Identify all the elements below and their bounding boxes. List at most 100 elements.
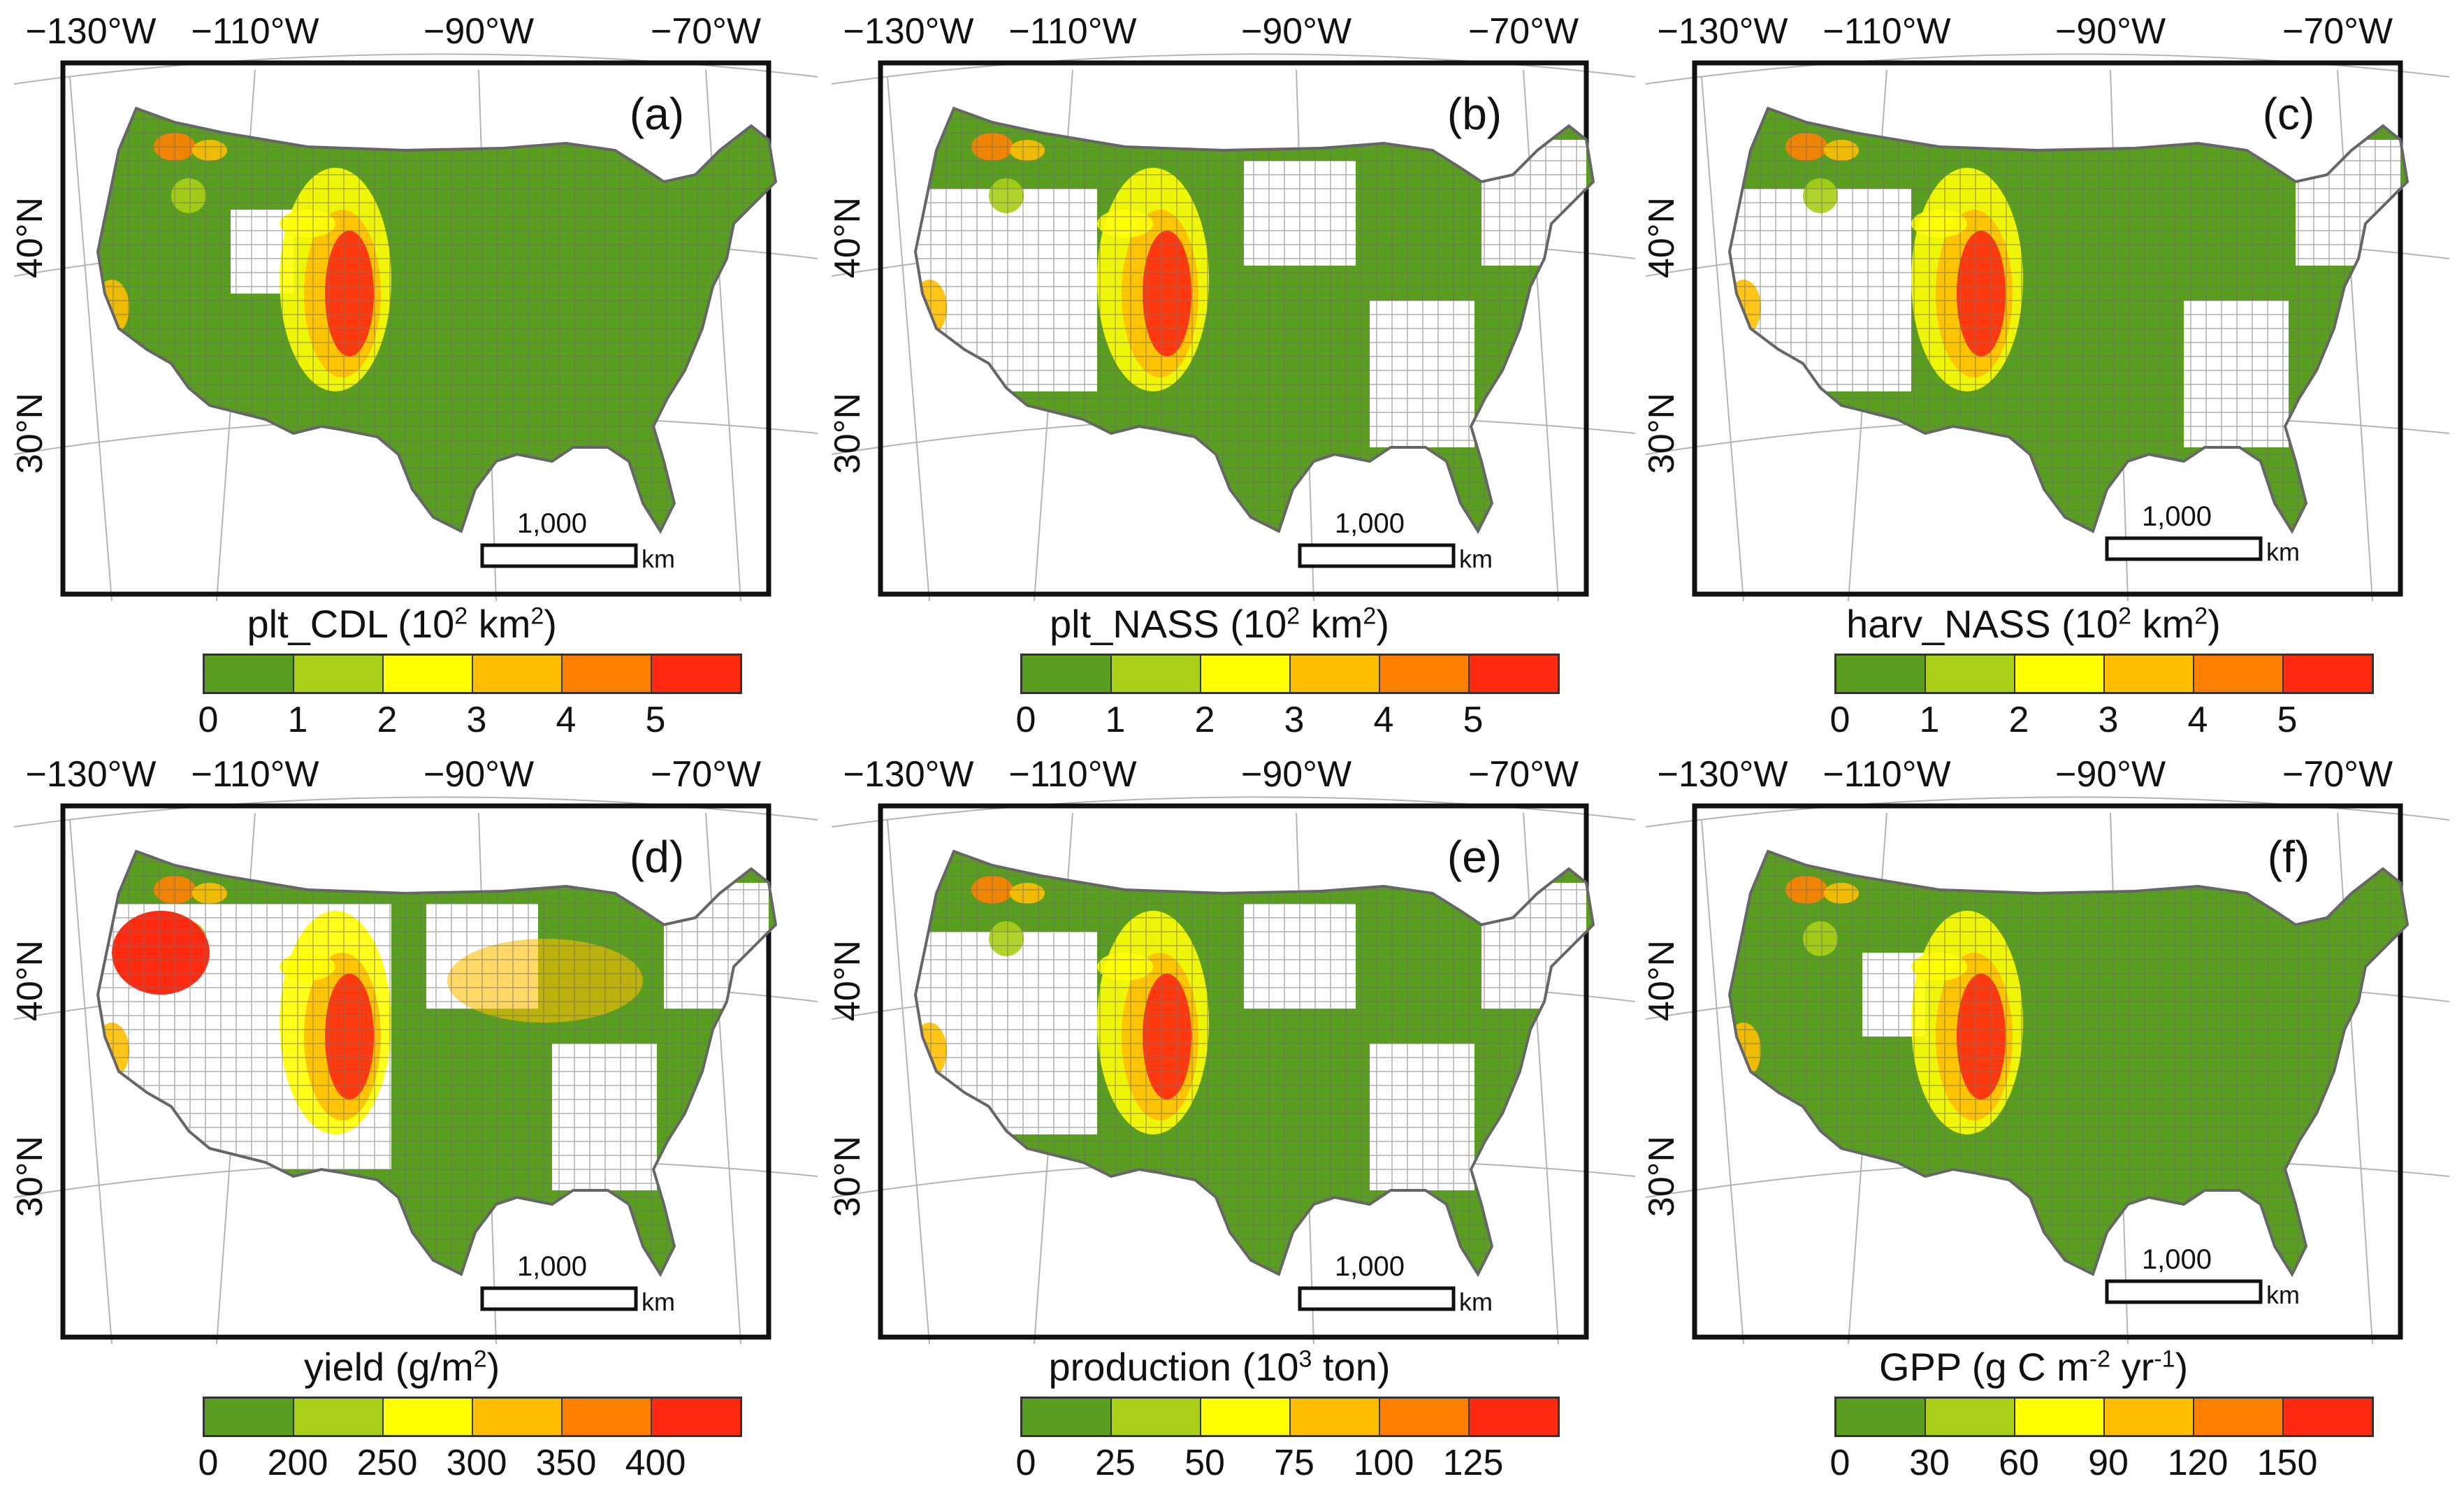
map-frame: [878, 60, 1589, 597]
latitude-label: 30°N: [1646, 1136, 1682, 1217]
longitude-label: −70°W: [651, 754, 761, 795]
latitude-label: 40°N: [14, 197, 50, 278]
legend-colorbar: [1020, 654, 1560, 694]
panel-tag: (b): [1447, 89, 1502, 139]
legend-tick-label: 4: [2187, 700, 2208, 740]
legend-swatch: [205, 1399, 294, 1435]
legend-tick-label: 1: [1105, 700, 1126, 740]
legend-colorbar: [1834, 1397, 2374, 1437]
latitude-label: 30°N: [1646, 393, 1682, 474]
latitude-label: 40°N: [832, 197, 868, 278]
longitude-label: −90°W: [2055, 754, 2166, 795]
legend-title-text: km: [1300, 602, 1363, 646]
legend-swatch: [1291, 656, 1380, 692]
county-layer: [915, 108, 1593, 531]
value-cluster: [325, 974, 374, 1099]
legend-swatch: [1926, 1399, 2015, 1435]
graticule-line: [69, 819, 113, 1345]
legend-tick-label: 250: [356, 1443, 418, 1483]
value-cluster: [1097, 953, 1153, 981]
legend-tick-label: 150: [2256, 1443, 2318, 1483]
latitude-label: 30°N: [832, 1136, 868, 1217]
legend-tick-label: 30: [1909, 1443, 1950, 1483]
map-c: −130°W −110°W −90°W −70°W 40°N 30°N (c) 1,000 km: [1646, 11, 2449, 602]
value-cluster: [192, 140, 227, 161]
scale-bar: [480, 543, 638, 568]
legend-tick-label: 0: [198, 700, 219, 740]
panel-b: −130°W −110°W −90°W −70°W 40°N 30°N (b) 1,000 km…: [832, 0, 1635, 741]
legend-tick-label: 400: [625, 1443, 686, 1483]
legend-tick-label: 0: [1015, 700, 1036, 740]
legend-title-text: km: [2131, 602, 2195, 646]
legend-title-superscript: 3: [1298, 1346, 1312, 1373]
map-frame: [60, 60, 771, 597]
scale-bar: [2105, 1279, 2263, 1304]
scale-bar-unit: km: [1459, 544, 1493, 573]
legend-tick-label: 350: [535, 1443, 597, 1483]
longitude-label: −70°W: [2282, 754, 2393, 795]
longitude-label: −90°W: [1241, 754, 1351, 795]
latitude-label: 40°N: [1646, 940, 1682, 1021]
legend-swatch: [1470, 1399, 1558, 1435]
longitude-label: −90°W: [423, 11, 534, 52]
legend-swatch: [205, 656, 294, 692]
county-layer: [98, 108, 776, 531]
legend-swatch: [1926, 656, 2015, 692]
legend-swatch: [1291, 1399, 1380, 1435]
longitude-label: −90°W: [2055, 11, 2166, 52]
longitude-label: −90°W: [1241, 11, 1351, 52]
legend-swatch: [1836, 1399, 1926, 1435]
panel-d: −130°W −110°W −90°W −70°W 40°N 30°N (d) 1,000 km…: [14, 743, 818, 1484]
graticule-line: [887, 819, 930, 1345]
legend-title: plt_CDL (102 km2): [247, 601, 557, 647]
legend-swatch: [2284, 656, 2372, 692]
county-layer: [98, 851, 776, 1274]
graticule-line: [887, 76, 930, 602]
scale-bar: [1298, 543, 1456, 568]
legend-title-superscript: 2: [2194, 603, 2208, 630]
longitude-label: −130°W: [25, 754, 156, 795]
legend-tick-label: 1: [1919, 700, 1940, 740]
legend-tick-label: 100: [1353, 1443, 1414, 1483]
panel-tag: (d): [630, 832, 684, 882]
longitude-label: −130°W: [843, 754, 973, 795]
county-layer: [915, 851, 1593, 1274]
value-cluster: [1010, 140, 1045, 161]
value-cluster: [1803, 178, 1838, 213]
legend-title-text: plt_NASS (10: [1050, 602, 1287, 646]
legend-tick-label: 5: [645, 700, 666, 740]
legend-swatch: [2015, 1399, 2105, 1435]
map-frame: [60, 803, 771, 1340]
map-frame: [1692, 60, 2403, 597]
legend-swatch: [2105, 1399, 2194, 1435]
scale-bar-value: 1,000: [2142, 1244, 2212, 1275]
graticule-line: [1646, 796, 2449, 828]
legend-swatch: [652, 656, 740, 692]
legend-title: yield (g/m2): [304, 1344, 500, 1390]
legend-tick-label: 0: [198, 1443, 219, 1483]
scale-bar-unit: km: [2266, 538, 2300, 566]
nodata-region: [552, 1044, 657, 1190]
latitude-label: 30°N: [14, 393, 50, 474]
legend-tick-label: 60: [1999, 1443, 2039, 1483]
longitude-label: −70°W: [1468, 11, 1579, 52]
graticule-line: [69, 76, 113, 602]
legend-swatch: [1112, 1399, 1201, 1435]
legend-tick-label: 0: [1829, 1443, 1850, 1483]
legend-tick-label: 200: [267, 1443, 328, 1483]
legend-tick-label: 2: [1194, 700, 1215, 740]
scale-bar-value: 1,000: [1335, 508, 1405, 539]
longitude-label: −110°W: [1008, 11, 1136, 52]
latitude-label: 40°N: [14, 940, 50, 1021]
legend-swatch: [563, 1399, 652, 1435]
legend-tick-label: 0: [1829, 700, 1850, 740]
legend-tick-label: 1: [287, 700, 308, 740]
legend-swatch: [473, 656, 563, 692]
longitude-label: −110°W: [1822, 11, 1950, 52]
value-cluster: [112, 911, 210, 995]
scale-bar-unit: km: [642, 1287, 675, 1316]
panel-tag: (f): [2268, 832, 2310, 882]
value-cluster: [989, 178, 1024, 213]
latitude-label: 30°N: [14, 1136, 50, 1217]
graticule-line: [832, 53, 1635, 85]
